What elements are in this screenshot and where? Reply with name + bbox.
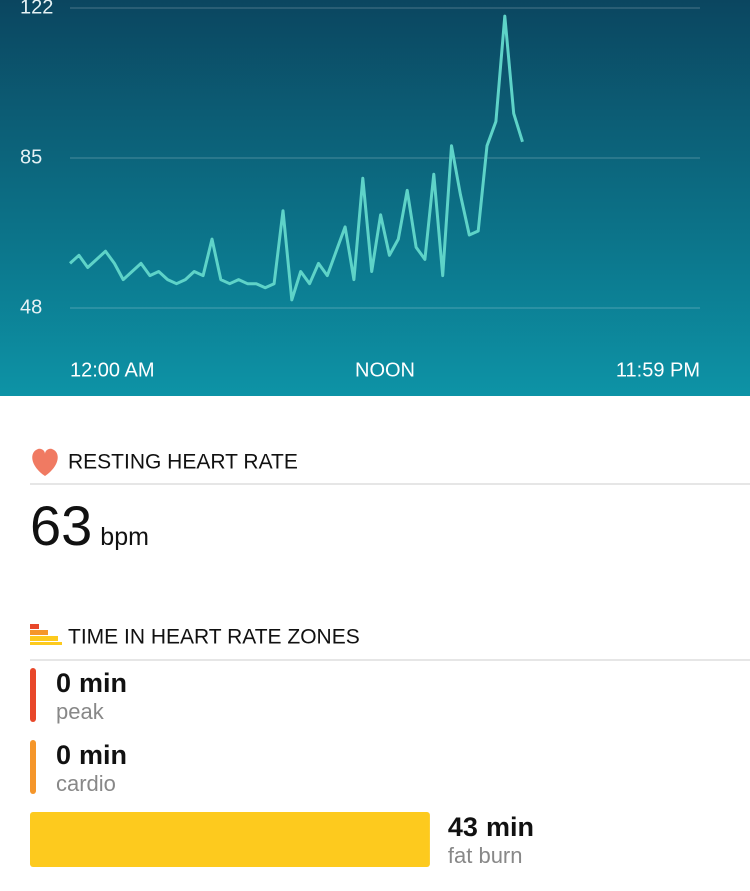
zone-name: fat burn	[448, 843, 523, 868]
zone-minutes: 0	[56, 740, 71, 770]
x-tick-label: 12:00 AM	[70, 359, 155, 381]
section-title: RESTING HEART RATE	[68, 451, 298, 474]
zone-unit: min	[79, 740, 127, 770]
y-tick-label: 122	[20, 0, 53, 18]
resting-unit: bpm	[100, 523, 149, 551]
resting-value: 63 bpm	[30, 494, 149, 557]
chart: 48 85 122 12:00 AM NOON 11:59 PM	[20, 0, 700, 381]
x-tick-label: 11:59 PM	[616, 359, 700, 381]
heart-icon	[32, 448, 58, 476]
icon-bar	[30, 636, 58, 641]
zone-name: peak	[56, 699, 105, 724]
icon-bar	[30, 642, 62, 645]
section-title: TIME IN HEART RATE ZONES	[68, 626, 360, 649]
zone-bar	[30, 812, 430, 867]
zone-minutes: 0	[56, 668, 71, 698]
zone-time: 0 min	[56, 668, 127, 698]
zone-name: cardio	[56, 771, 116, 796]
zone-time: 43 min	[448, 812, 534, 842]
heart-rate-line	[68, 14, 524, 302]
zone-unit: min	[486, 812, 534, 842]
zone-minutes: 43	[448, 812, 478, 842]
zone-bar	[30, 740, 36, 794]
y-tick-label: 48	[20, 296, 42, 318]
chart-background	[0, 0, 750, 396]
x-tick-label: NOON	[355, 359, 415, 381]
icon-bar	[30, 630, 48, 635]
resting-number: 63	[30, 494, 92, 557]
zone-unit: min	[79, 668, 127, 698]
zones-icon	[30, 624, 62, 645]
icon-bar	[30, 624, 39, 629]
y-tick-label: 85	[20, 146, 42, 168]
zone-time: 0 min	[56, 740, 127, 770]
zone-bar	[30, 668, 36, 722]
